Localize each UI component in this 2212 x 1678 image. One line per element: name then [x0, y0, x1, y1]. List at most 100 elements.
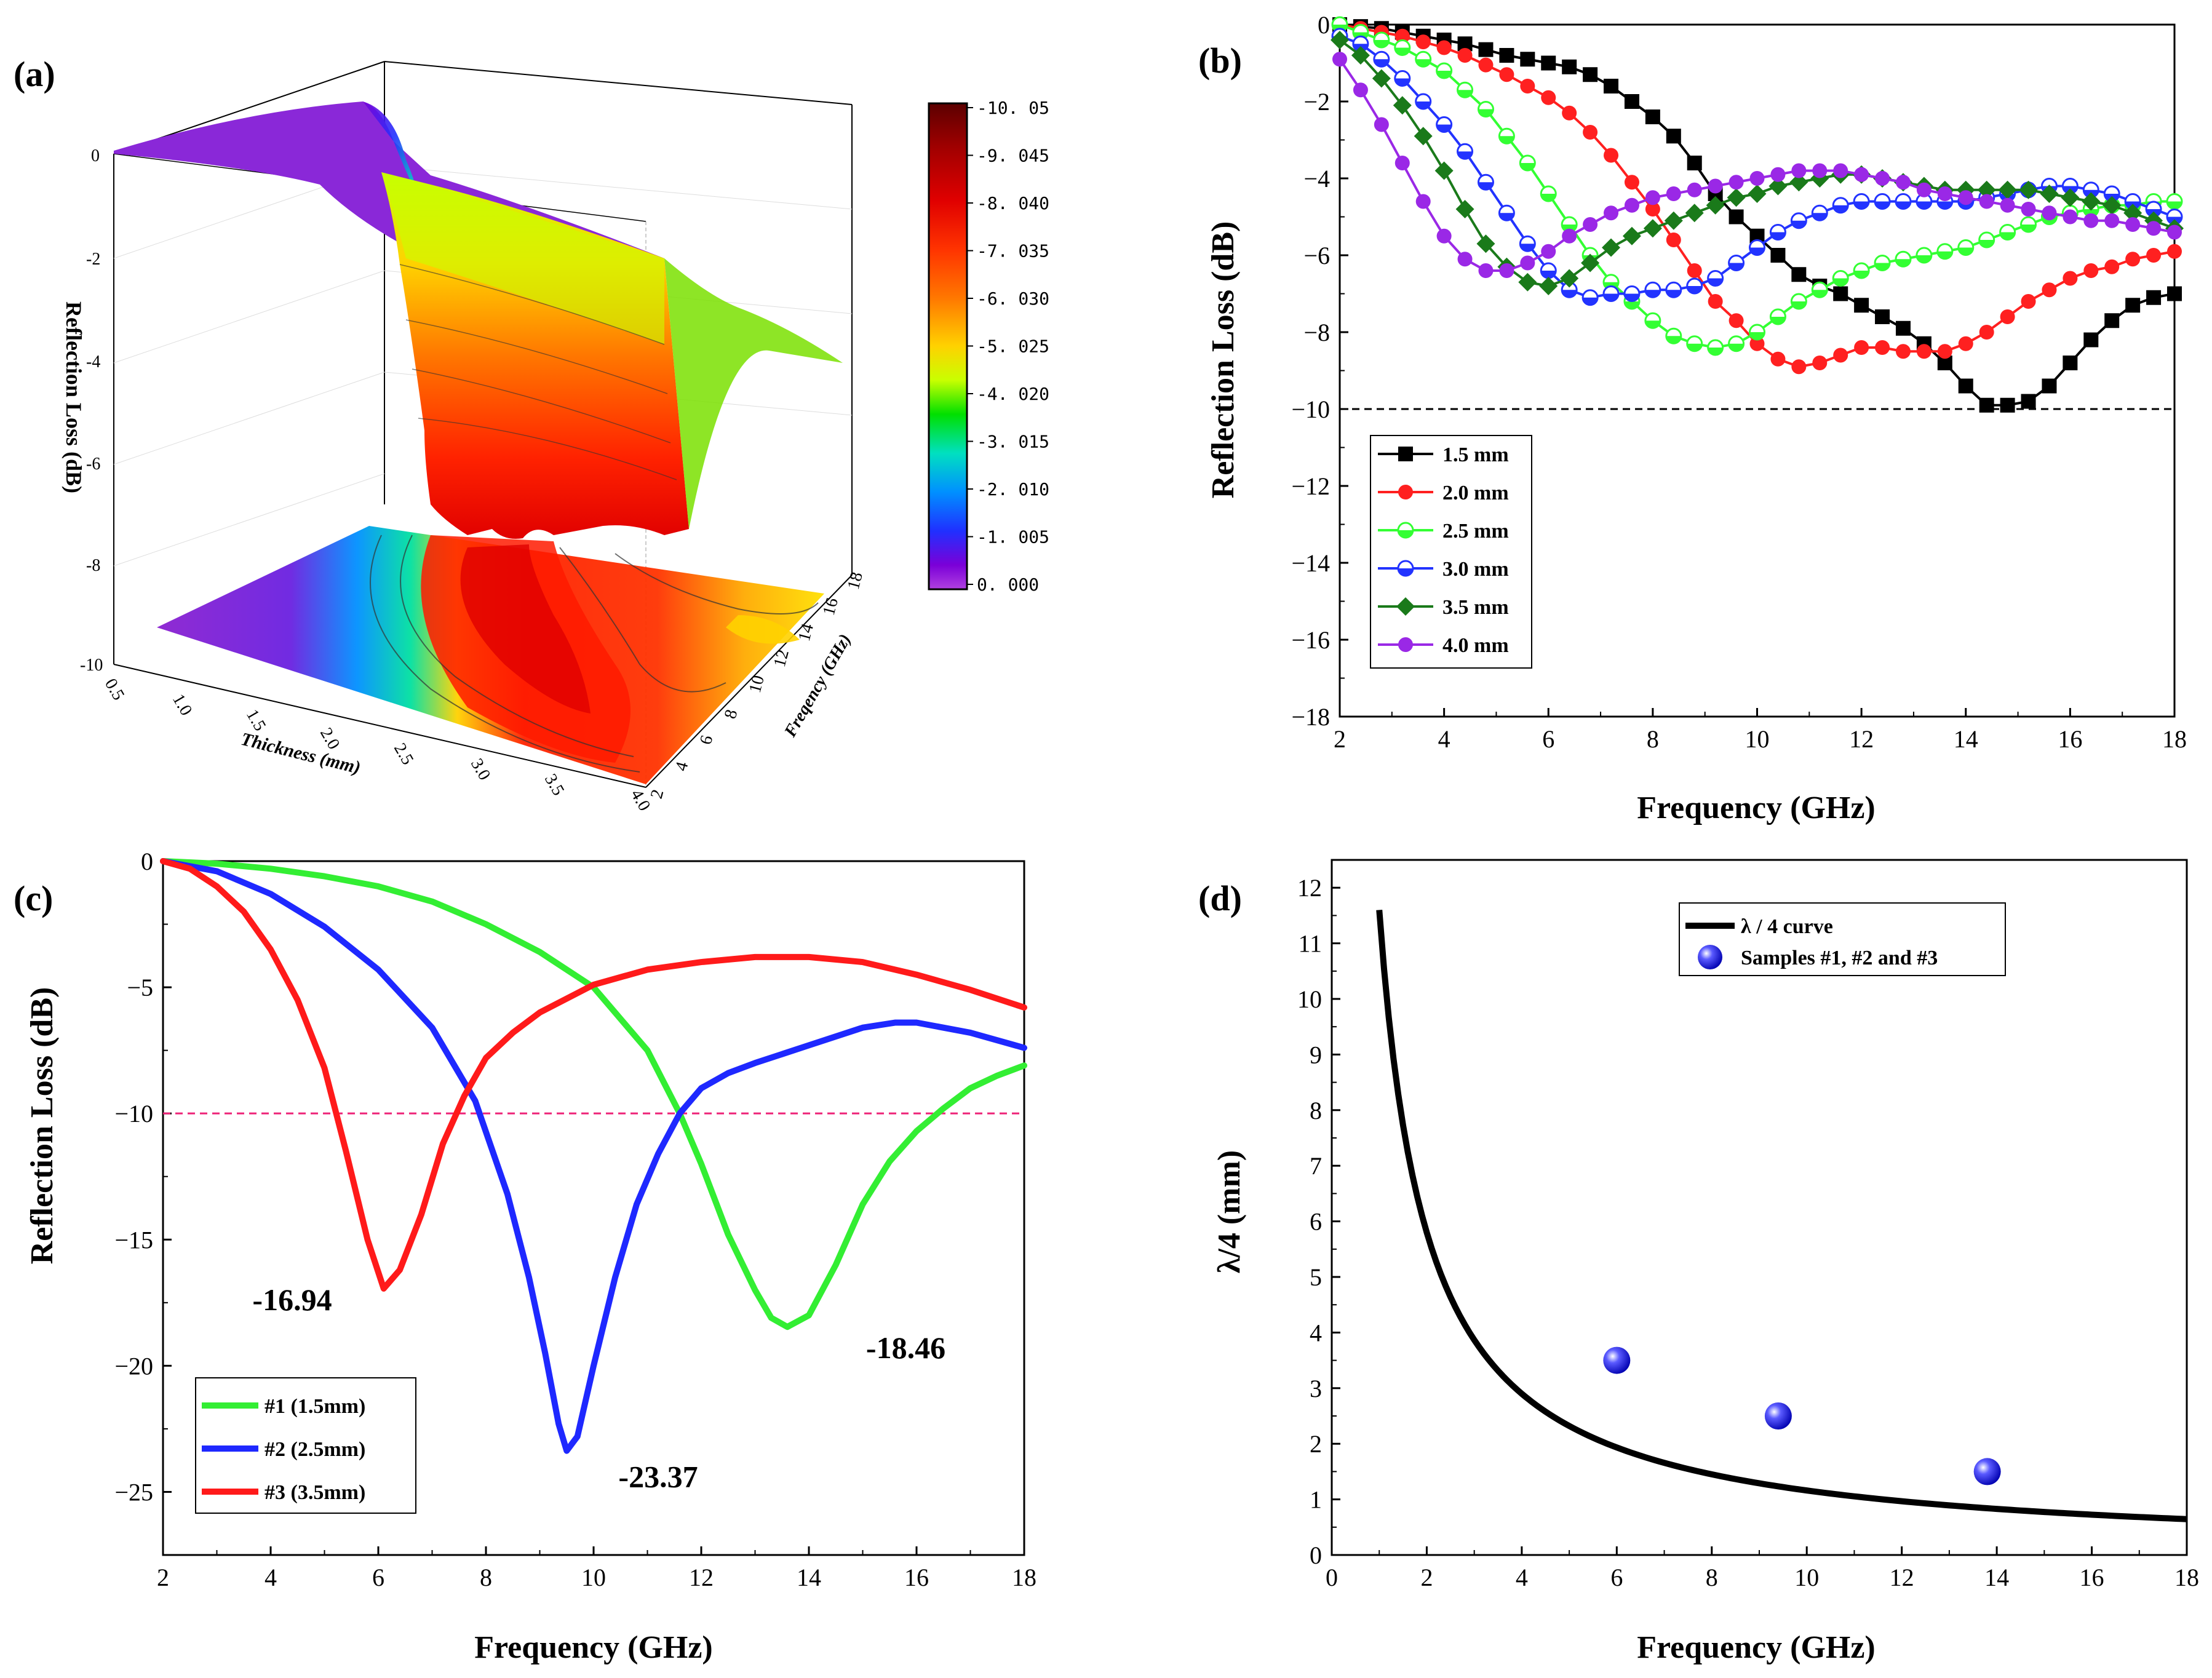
y-tick-label: 5	[1310, 1263, 1322, 1291]
marker-diamond	[1581, 253, 1600, 272]
x-tick: 3.5	[541, 771, 568, 799]
y-tick-label: −6	[1303, 242, 1330, 269]
colorbar-tick-label: 0. 000	[977, 575, 1039, 595]
legend-label: #2 (2.5mm)	[265, 1438, 365, 1461]
marker-half-fill	[1520, 163, 1535, 170]
panel-a-label: (a)	[14, 54, 55, 94]
marker-square	[1958, 378, 1973, 394]
marker-circle	[1812, 163, 1828, 178]
marker-half-fill	[1604, 293, 1619, 301]
marker-half-fill	[1958, 247, 1973, 255]
y-tick-label: −20	[114, 1352, 153, 1380]
marker-circle	[1398, 637, 1413, 652]
marker-circle	[1895, 344, 1911, 359]
marker-circle	[1624, 175, 1639, 190]
marker-diamond	[1455, 200, 1474, 218]
marker-half-fill	[1875, 263, 1890, 271]
marker-circle	[1979, 325, 1994, 340]
marker-circle	[2063, 271, 2078, 286]
marker-circle	[1499, 263, 1514, 278]
x-tick: 1.0	[169, 691, 196, 719]
marker-circle	[1398, 485, 1413, 499]
marker-circle	[2021, 294, 2036, 309]
marker-half-fill	[1729, 343, 1744, 351]
y-tick-label: 9	[1310, 1041, 1322, 1068]
marker-square	[1854, 298, 1869, 313]
marker-circle	[1708, 178, 1723, 194]
x-tick-label: 2	[157, 1564, 169, 1591]
legend-marker	[1698, 945, 1722, 969]
marker-circle	[1937, 344, 1952, 359]
marker-circle	[2083, 213, 2099, 228]
marker-circle	[2146, 221, 2162, 236]
marker-diamond	[1768, 177, 1788, 196]
marker-diamond	[1685, 204, 1704, 223]
y-tick-label: −5	[127, 974, 153, 1001]
marker-circle	[1624, 197, 1639, 213]
y-tick-label: 11	[1298, 930, 1322, 958]
marker-circle	[1520, 255, 1535, 271]
marker-half-fill	[1729, 263, 1744, 271]
marker-circle	[1812, 356, 1828, 370]
marker-circle	[1645, 190, 1660, 205]
marker-half-fill	[1394, 47, 1410, 55]
marker-circle	[2000, 197, 2015, 213]
x-tick-label: 2	[1334, 725, 1346, 753]
marker-circle	[1583, 217, 1598, 232]
marker-diamond	[2123, 204, 2142, 223]
marker-circle	[1875, 340, 1890, 355]
marker-circle	[1353, 82, 1368, 98]
marker-circle	[2167, 244, 2182, 259]
x-tick: 3.0	[467, 755, 494, 784]
sample-point	[1764, 1402, 1792, 1429]
y-tick-label: 7	[1310, 1152, 1322, 1180]
marker-diamond	[1393, 96, 1412, 115]
y-tick-label: −12	[1291, 472, 1330, 500]
marker-circle	[1520, 79, 1535, 93]
marker-diamond	[1748, 185, 1767, 203]
y-axis-label-b: Reflection Loss (dB)	[1206, 221, 1241, 499]
legend-label: #3 (3.5mm)	[265, 1481, 365, 1504]
marker-half-fill	[1520, 244, 1535, 252]
x-tick-label: 10	[1794, 1564, 1819, 1591]
marker-half-fill	[2000, 232, 2015, 240]
legend-label: 3.0 mm	[1442, 558, 1509, 581]
marker-square	[1583, 67, 1598, 82]
y-tick-label: −14	[1291, 549, 1330, 577]
x-tick-label: 16	[904, 1564, 929, 1591]
marker-square	[1687, 156, 1702, 170]
x-axis-label-d: Frequency (GHz)	[1637, 1630, 1876, 1665]
legend-c: #1 (1.5mm) #2 (2.5mm) #3 (3.5mm)	[195, 1377, 416, 1514]
plot-c: 2 4 6 8 10 12 14 16 18 0 −5 −10 −15 −20 −25 -16.94 -23.3…	[114, 848, 1036, 1591]
y-tick-label: −25	[114, 1478, 153, 1506]
legend-label: 2.0 mm	[1442, 482, 1509, 504]
colorbar-tick-label: -2. 010	[977, 479, 1049, 499]
marker-diamond	[1539, 277, 1558, 295]
marker-half-fill	[2167, 201, 2182, 209]
legend-label: 2.5 mm	[1442, 520, 1509, 543]
marker-circle	[1749, 171, 1765, 186]
marker-half-fill	[1895, 259, 1911, 267]
marker-diamond	[1789, 173, 1808, 192]
marker-circle	[2146, 248, 2162, 263]
x-tick-label: 6	[372, 1564, 384, 1591]
marker-square	[1624, 94, 1639, 109]
colorbar-tick-label: -4. 020	[977, 384, 1049, 404]
z-ticks: 0 -2 -4 -6 -8 -10	[80, 146, 103, 675]
marker-square	[1645, 109, 1660, 124]
marker-diamond	[1396, 597, 1415, 616]
y-tick-label: −2	[1303, 88, 1330, 116]
marker-circle	[2104, 259, 2120, 274]
marker-diamond	[1664, 211, 1683, 230]
marker-diamond	[1372, 69, 1391, 88]
marker-square	[2000, 397, 2015, 413]
marker-half-fill	[1979, 240, 1994, 247]
data-label: -23.37	[618, 1459, 698, 1493]
marker-circle	[1415, 34, 1431, 50]
marker-square	[2063, 356, 2078, 370]
marker-half-fill	[1541, 194, 1556, 201]
marker-half-fill	[1854, 271, 1869, 278]
colorbar-tick-label: -6. 030	[977, 288, 1049, 309]
legend-d: λ / 4 curve Samples #1, #2 and #3	[1679, 902, 2006, 976]
panel-c: (c) Reflection Loss (dB) Frequency (GHz)…	[14, 848, 1036, 1665]
